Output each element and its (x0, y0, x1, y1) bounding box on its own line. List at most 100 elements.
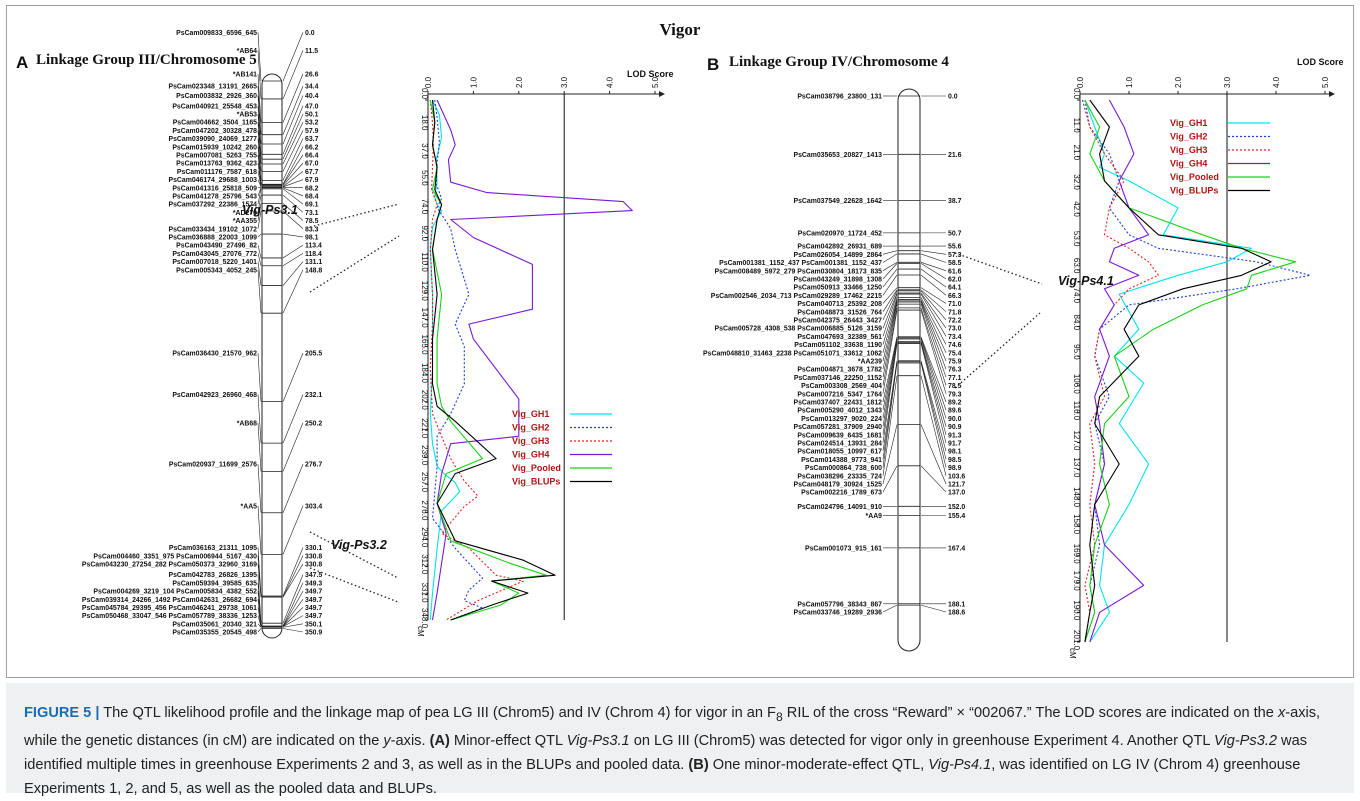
panel-a-cm-tick-label: 55.0 (420, 170, 429, 186)
panel-b-marker-position: 73.4 (948, 334, 962, 341)
panel-b-position-leader (921, 251, 946, 255)
panel-b-marker-position: 89.6 (948, 408, 962, 415)
panel-a-marker-leader (258, 234, 261, 237)
panel-b-marker-label: *AA239 (858, 358, 882, 365)
panel-b-marker-label: PsCam037146_22250_1152 (794, 375, 882, 382)
panel-b-position-leader (921, 605, 946, 612)
caption-text-4: -axis. (391, 733, 430, 749)
panel-a-marker-position: 330.1 (305, 545, 322, 552)
panel-b-marker-label: PsCam024796_14091_910 (797, 504, 882, 511)
panel-a-marker-position: 50.1 (305, 112, 319, 119)
panel-a-lod-tick-label: 0.0 (424, 76, 433, 88)
panel-a-marker-leader (258, 270, 261, 313)
panel-b-marker-position: 89.2 (948, 399, 962, 406)
panel-a-cm-tick-label: 129.0 (420, 281, 429, 302)
panel-a-series-vig-gh3 (430, 100, 523, 620)
panel-b-marker-label: PsCam037407_22431_1812 (793, 399, 882, 406)
panel-b-position-leader (921, 297, 946, 344)
caption-qtl-2: Vig-Ps3.2 (1214, 733, 1277, 749)
panel-b-position-leader (921, 466, 946, 492)
panel-b-marker-position: 75.4 (948, 350, 962, 357)
panel-b-marker-label: PsCam002546_2034_713 PsCam029289_17462_2… (711, 293, 882, 300)
panel-b-lod-tick-label: 3.0 (1223, 76, 1232, 88)
panel-b-marker-label: PsCam002216_1789_673 (801, 490, 882, 497)
panel-a-marker-leader (258, 395, 261, 444)
panel-a-marker-leader (258, 464, 261, 513)
panel-b-marker-label: PsCam057796_38343_867 (797, 601, 882, 608)
panel-b-marker-position: 38.7 (948, 198, 962, 205)
panel-a-marker-position: 350.9 (305, 630, 322, 637)
panel-a-legend-label: Vig_GH4 (512, 450, 549, 460)
caption-text-1: The QTL likelihood profile and the linka… (103, 705, 776, 721)
panel-b-marker-label: PsCam007216_5347_1764 (797, 391, 882, 398)
panel-a-cm-tick-label: 92.0 (420, 225, 429, 241)
panel-a-marker-position: 47.0 (305, 103, 319, 110)
panel-a-cm-tick-label: 0.0 (420, 88, 429, 100)
panel-b-chromosome (898, 89, 920, 651)
panel-b-marker-position: 61.6 (948, 268, 962, 275)
panel-b-cm-tick-label: 53.0 (1072, 231, 1081, 247)
panel-b-marker-position: 57.3 (948, 252, 962, 259)
panel-b-marker-label: PsCam018055_10997_617 (797, 449, 882, 456)
panel-b-marker-leader (883, 300, 897, 353)
panel-b-marker-label: PsCam000864_738_600 (805, 465, 882, 472)
panel-b-marker-position: 21.6 (948, 152, 962, 159)
panel-a-marker-label: PsCam043490_27496_82 (176, 243, 257, 250)
panel-a-qtl-label: Vig-Ps3.2 (331, 538, 387, 552)
panel-b-lod-tick-label: 1.0 (1125, 76, 1134, 88)
panel-a-lod-axis-title: LOD Score (627, 69, 674, 79)
panel-a-marker-position: 73.1 (305, 210, 319, 217)
panel-b-position-leader (921, 254, 946, 263)
panel-a-position-leader (283, 50, 303, 99)
panel-a-marker-position: 0.0 (305, 30, 315, 37)
panel-a-marker-position: 330.8 (305, 561, 322, 568)
panel-a-position-leader (283, 234, 303, 237)
panel-a-marker-position: 83.3 (305, 226, 319, 233)
panel-a-cm-tick-label: 110.0 (420, 252, 429, 272)
panel-a-marker-leader (258, 629, 261, 632)
panel-b-marker-label: PsCam008489_5972_279 PsCam030804_18173_8… (715, 268, 883, 275)
panel-b-position-leader (921, 262, 946, 270)
panel-b-position-leader (921, 263, 946, 279)
panel-b-legend-label: Vig_GH1 (1170, 118, 1207, 128)
panel-b-marker-label: PsCam047693_32389_561 (797, 334, 882, 341)
panel-a-cm-tick-label: 276.0 (420, 500, 429, 521)
panel-b-marker-leader (883, 376, 897, 476)
panel-b-marker-label: PsCam037549_22628_1642 (793, 198, 882, 205)
panel-a-marker-label: PsCam039314_24266_1492 PsCam042631_26682… (82, 597, 257, 604)
panel-a-cm-tick-label: 18.0 (420, 115, 429, 131)
caption-panel-b: (B) (688, 757, 708, 773)
panel-b-cm-tick-label: 116.0 (1072, 401, 1081, 421)
panel-b-marker-label: PsCam005290_4012_1343 (797, 408, 882, 415)
panel-b-cm-tick-label: 74.0 (1072, 288, 1081, 304)
panel-a-position-leader (283, 624, 303, 627)
panel-b-lod-tick-label: 0.0 (1076, 76, 1085, 88)
panel-b-lod-axis-title: LOD Score (1297, 57, 1344, 67)
panel-b-marker-label: PsCam057281_37909_2940 (793, 424, 882, 431)
panel-a-marker-position: 350.1 (305, 621, 322, 628)
panel-a-legend-label: Vig_BLUPs (512, 477, 560, 487)
panel-a-marker-position: 349.7 (305, 589, 322, 596)
panel-b-cm-tick-label: 169.0 (1072, 544, 1081, 565)
panel-b-marker-position: 103.6 (948, 473, 965, 480)
panel-b-marker-label: PsCam003308_2569_404 (801, 383, 882, 390)
panel-b-cm-tick-label: 63.0 (1072, 258, 1081, 274)
panel-a-marker-label: PsCam059394_39585_635 (172, 580, 257, 587)
panel-b-marker-label: PsCam001381_1152_437 PsCam001381_1152_43… (719, 260, 882, 267)
panel-a-marker-position: 53.2 (305, 120, 319, 127)
panel-b-position-leader (921, 341, 946, 426)
panel-b-marker-position: 98.9 (948, 465, 962, 472)
caption-panel-a: (A) (430, 733, 450, 749)
panel-b-marker-label: PsCam020970_11724_452 (798, 230, 882, 237)
panel-a-position-leader (283, 106, 303, 155)
panel-a-position-leader (283, 629, 303, 632)
panel-a-position-leader (283, 556, 303, 597)
panel-a-marker-leader (258, 423, 261, 472)
panel-b-marker-position: 90.9 (948, 424, 962, 431)
panel-b-marker-leader (883, 262, 897, 270)
panel-b-marker-label: PsCam050913_33466_1250 (793, 285, 882, 292)
panel-a-position-leader (283, 395, 303, 444)
panel-a-marker-leader (258, 353, 261, 402)
panel-b-marker-label: PsCam042892_26931_689 (797, 244, 882, 251)
panel-b-marker-position: 64.1 (948, 285, 962, 292)
